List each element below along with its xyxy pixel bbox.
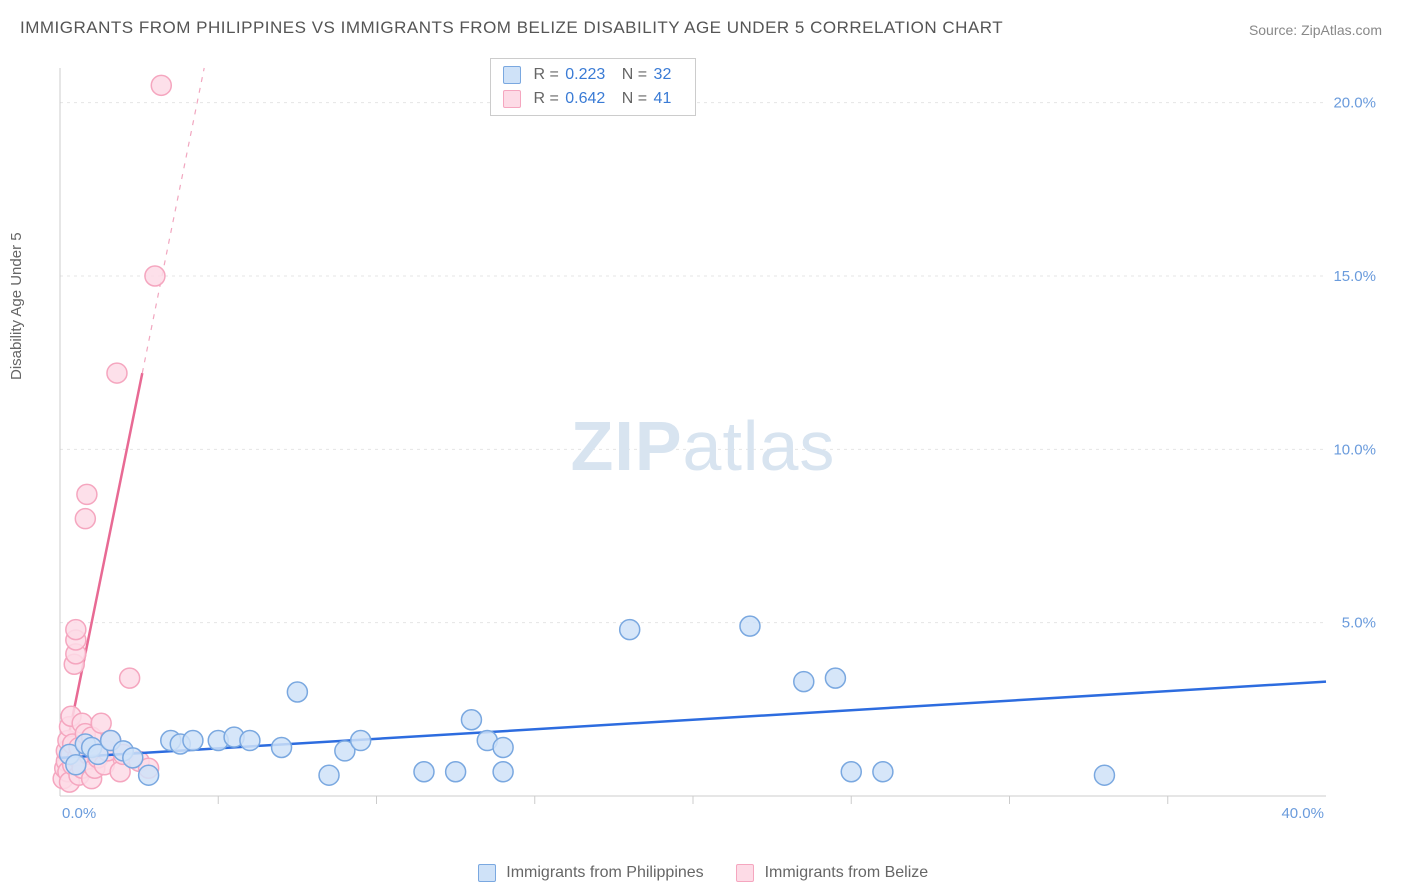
legend-bottom: Immigrants from Philippines Immigrants f…: [0, 864, 1406, 882]
legend-swatch-series1-icon: [478, 864, 496, 882]
n-value-series1: 32: [654, 66, 672, 83]
legend-swatch-series2-icon: [736, 864, 754, 882]
n-label: N =: [622, 66, 647, 83]
correlation-stats-legend: R = 0.223 N = 32 R = 0.642 N = 41: [490, 58, 696, 116]
r-label: R =: [533, 66, 558, 83]
swatch-series2-icon: [503, 90, 521, 108]
legend-item-series1: Immigrants from Philippines: [478, 864, 708, 881]
n-label: N =: [622, 90, 647, 107]
svg-text:15.0%: 15.0%: [1333, 268, 1376, 285]
swatch-series1-icon: [503, 66, 521, 84]
svg-text:20.0%: 20.0%: [1333, 95, 1376, 112]
legend-label-series2: Immigrants from Belize: [765, 864, 929, 881]
r-value-series1: 0.223: [565, 66, 605, 83]
svg-text:0.0%: 0.0%: [62, 805, 96, 822]
svg-text:5.0%: 5.0%: [1342, 615, 1376, 632]
svg-text:40.0%: 40.0%: [1281, 805, 1324, 822]
legend-item-series2: Immigrants from Belize: [736, 864, 928, 881]
r-label: R =: [533, 90, 558, 107]
correlation-scatter-chart: 5.0% 10.0% 15.0% 20.0% 0.0% 40.0%: [50, 58, 1386, 826]
svg-text:10.0%: 10.0%: [1333, 441, 1376, 458]
legend-label-series1: Immigrants from Philippines: [506, 864, 703, 881]
stats-row-series2: R = 0.642 N = 41: [503, 87, 683, 111]
stats-row-series1: R = 0.223 N = 32: [503, 63, 683, 87]
y-axis-label: Disability Age Under 5: [8, 232, 25, 380]
source-attribution: Source: ZipAtlas.com: [1249, 22, 1382, 38]
chart-title: IMMIGRANTS FROM PHILIPPINES VS IMMIGRANT…: [20, 18, 1003, 38]
r-value-series2: 0.642: [565, 90, 605, 107]
n-value-series2: 41: [654, 90, 672, 107]
